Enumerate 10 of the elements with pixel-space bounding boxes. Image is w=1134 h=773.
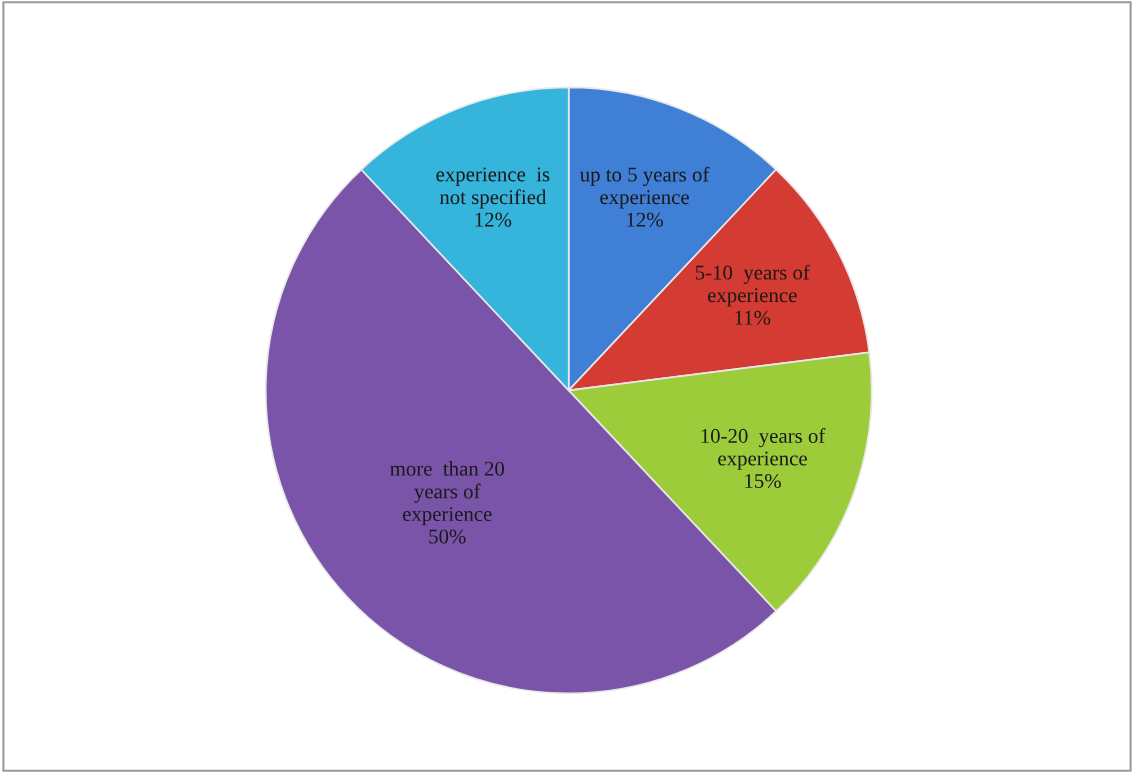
- data-label: 12%: [475, 212, 512, 227]
- data-label: 50%: [429, 529, 466, 544]
- data-label: 15%: [745, 473, 781, 489]
- slice-label: 10-20 years of experience: [701, 428, 826, 470]
- data-label: 12%: [627, 212, 663, 227]
- data-label: 11%: [735, 310, 771, 325]
- slice-label: 5-10 years of experience: [695, 264, 810, 307]
- slice-label: experience is not specified: [436, 167, 550, 209]
- slice-label: up to 5 years of experience: [580, 166, 710, 209]
- slice-label: more than 20 years of experience: [390, 461, 505, 526]
